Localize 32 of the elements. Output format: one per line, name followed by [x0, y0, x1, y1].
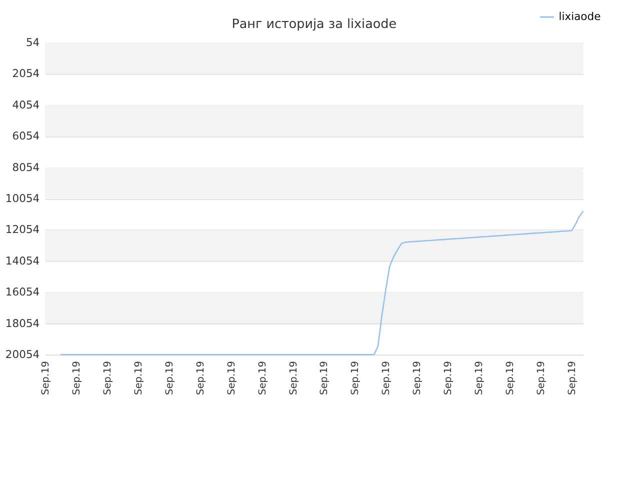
y-tick-label: 2054 — [12, 67, 40, 80]
x-tick-label: Sep.19 — [319, 361, 330, 395]
y-tick-label: 12054 — [5, 223, 40, 236]
x-tick-label: Sep.19 — [288, 361, 300, 395]
y-tick-label: 14054 — [5, 254, 40, 268]
x-tick-label: Sep.19 — [102, 361, 114, 395]
y-tick-label: 16054 — [5, 286, 40, 299]
line-series — [60, 210, 584, 356]
y-tick-label: 20054 — [5, 348, 40, 362]
x-tick-label: Sep.19 — [133, 361, 144, 395]
x-tick-label: Sep.19 — [195, 361, 206, 395]
x-tick-label: Sep.19 — [474, 361, 486, 395]
x-tick-label: Sep.19 — [567, 361, 578, 395]
x-tick-label: Sep.19 — [164, 361, 176, 395]
y-tick-label: 54 — [26, 36, 40, 49]
y-tick-label: 18054 — [5, 316, 40, 330]
x-tick-label: Sep.19 — [40, 361, 52, 395]
x-tick-label: Sep.19 — [350, 361, 362, 395]
legend-label: lixiaode — [558, 10, 602, 23]
x-tick-label: Sep.19 — [505, 361, 516, 395]
y-tick-label: 6054 — [12, 130, 40, 143]
x-tick-label: Sep.19 — [257, 361, 268, 395]
x-tick-label: Sep.19 — [443, 361, 454, 395]
x-tick-label: Sep.19 — [412, 361, 424, 395]
x-tick-label: Sep.19 — [536, 361, 548, 395]
x-tick-label: Sep.19 — [71, 361, 82, 395]
y-tick-label: 8054 — [12, 160, 40, 174]
x-tick-label: Sep.19 — [226, 361, 238, 395]
y-tick-label: 4054 — [12, 98, 40, 112]
chart-title: Ранг историја за lixiaode — [232, 16, 397, 31]
y-tick-label: 10054 — [5, 192, 40, 205]
x-tick-label: Sep.19 — [381, 361, 392, 395]
